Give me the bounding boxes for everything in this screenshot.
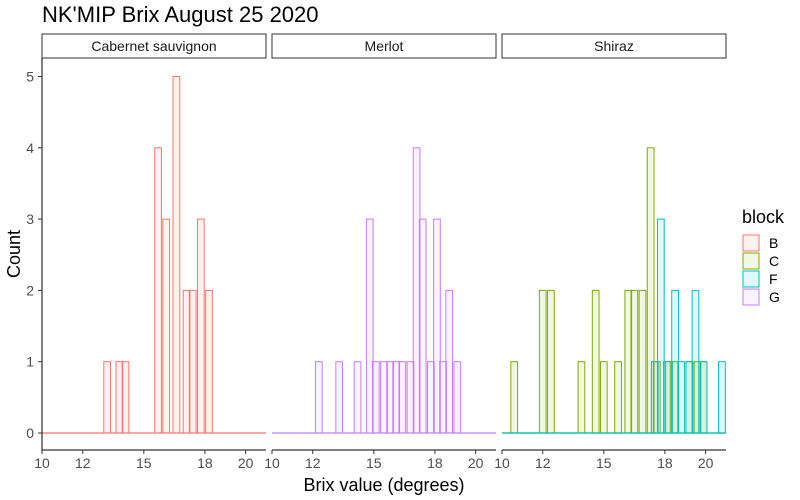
legend-label: G <box>769 289 780 305</box>
facet-panel: Merlot 10 12 15 18 20 <box>264 33 497 471</box>
facet-strip-label: Shiraz <box>594 38 634 54</box>
histogram-bar <box>162 218 171 434</box>
histogram-bar <box>353 361 362 434</box>
histogram-bar <box>172 76 181 434</box>
legend-label: C <box>769 253 779 269</box>
histogram-bar <box>677 361 686 434</box>
x-tick-label: 10 <box>264 455 280 471</box>
facet-strip <box>41 33 267 59</box>
histogram-bar <box>650 361 659 434</box>
histogram-bar <box>577 361 586 434</box>
histogram-bar <box>510 361 519 434</box>
facet-strip <box>271 33 497 59</box>
histogram-bar <box>439 361 447 434</box>
x-tick-label: 12 <box>305 455 321 471</box>
facet-strip-label: Cabernet sauvignon <box>91 38 216 54</box>
histogram-bar <box>630 289 639 434</box>
histogram-bar <box>154 147 162 434</box>
histogram-bar <box>699 361 708 434</box>
histogram-bar <box>115 361 124 434</box>
y-tick-label: 0 <box>26 425 34 441</box>
facet-strip-label: Merlot <box>365 38 404 54</box>
histogram-bar <box>205 289 213 434</box>
histogram-bar <box>196 218 205 434</box>
legend-key <box>742 252 760 270</box>
histogram-bar <box>365 218 374 434</box>
histogram-bar <box>453 361 462 434</box>
y-tick-label: 3 <box>26 211 34 227</box>
histogram-bar <box>665 361 673 434</box>
y-tick-label: 2 <box>26 282 34 298</box>
x-axis-title: Brix value (degrees) <box>303 475 464 495</box>
histogram-bar <box>656 218 665 434</box>
x-tick-label: 12 <box>535 455 551 471</box>
x-tick-label: 18 <box>197 455 213 471</box>
histogram-bar <box>433 218 441 434</box>
histogram-bar <box>121 361 130 434</box>
legend-key <box>742 270 760 288</box>
histogram-bar <box>691 289 700 434</box>
histogram-bar <box>445 289 454 434</box>
histogram-bar <box>426 361 435 434</box>
legend-title: block <box>742 207 785 227</box>
histogram-bar <box>547 289 555 434</box>
legend-label: B <box>769 235 778 251</box>
histogram-bar <box>599 361 608 434</box>
histogram-bar <box>386 361 394 434</box>
y-tick-label: 1 <box>26 354 34 370</box>
histogram-bar <box>412 147 421 434</box>
histogram-bar <box>406 361 415 434</box>
histogram-bar <box>718 361 726 434</box>
x-tick-label: 18 <box>657 455 673 471</box>
histogram-bar <box>314 361 323 434</box>
x-tick-label: 15 <box>366 455 382 471</box>
x-tick-label: 20 <box>698 455 714 471</box>
legend-label: F <box>769 271 778 287</box>
facet-panel: Shiraz 10 12 15 18 20 <box>494 33 727 471</box>
histogram-bar <box>335 361 344 434</box>
x-tick-label: 20 <box>238 455 254 471</box>
x-tick-label: 10 <box>34 455 50 471</box>
histogram-bar <box>591 289 600 434</box>
histogram-bar <box>371 361 380 434</box>
legend-key <box>742 288 760 306</box>
y-axis-title: Count <box>4 230 24 278</box>
x-tick-label: 12 <box>75 455 91 471</box>
histogram-bar <box>614 361 622 434</box>
y-tick-label: 4 <box>26 140 34 156</box>
histogram-bar <box>418 218 427 434</box>
histogram-bar <box>188 289 197 434</box>
histogram-bar <box>103 361 112 434</box>
histogram-bar <box>380 361 388 434</box>
chart-title: NK'MIP Brix August 25 2020 <box>42 2 319 27</box>
x-tick-label: 20 <box>468 455 484 471</box>
facet-strip <box>501 33 727 59</box>
x-tick-label: 10 <box>494 455 510 471</box>
legend-key <box>742 234 760 252</box>
x-tick-label: 18 <box>427 455 443 471</box>
histogram-bar <box>538 289 547 434</box>
histogram-bar <box>182 289 191 434</box>
facet-panel: Cabernet sauvignon 10 12 15 18 20 <box>34 33 267 471</box>
y-tick-label: 5 <box>26 69 34 85</box>
histogram-bar <box>638 289 647 434</box>
histogram-bar <box>392 361 401 434</box>
x-tick-label: 15 <box>136 455 152 471</box>
histogram-bar <box>398 361 407 434</box>
histogram-bar <box>685 361 694 434</box>
x-tick-label: 15 <box>596 455 612 471</box>
